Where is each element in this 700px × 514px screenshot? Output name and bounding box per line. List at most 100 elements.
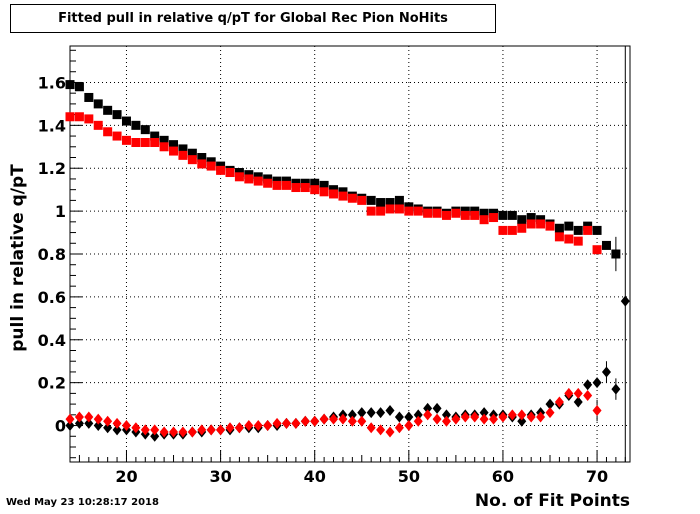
data-point-square bbox=[554, 223, 564, 233]
data-point-diamond bbox=[432, 402, 442, 414]
data-point-diamond bbox=[423, 402, 433, 414]
data-point-square bbox=[300, 183, 310, 193]
data-point-diamond bbox=[93, 413, 103, 425]
data-point-square bbox=[385, 204, 395, 214]
data-point-diamond bbox=[601, 366, 611, 378]
data-point-diamond bbox=[489, 413, 499, 425]
data-point-square bbox=[74, 112, 84, 122]
data-point-square bbox=[140, 137, 150, 147]
data-point-square bbox=[507, 210, 517, 220]
data-point-diamond bbox=[65, 420, 75, 432]
data-point-diamond bbox=[545, 398, 555, 410]
data-point-square bbox=[479, 208, 489, 218]
data-point-square bbox=[84, 114, 94, 124]
data-point-square bbox=[263, 178, 273, 188]
data-point-square bbox=[573, 236, 583, 246]
data-point-square bbox=[234, 172, 244, 182]
data-point-diamond bbox=[291, 417, 301, 429]
data-point-square bbox=[159, 142, 169, 152]
data-point-diamond bbox=[263, 420, 273, 432]
data-point-diamond bbox=[498, 411, 508, 423]
data-point-diamond bbox=[620, 295, 630, 307]
data-point-diamond bbox=[93, 420, 103, 432]
data-point-square bbox=[131, 120, 141, 130]
data-point-diamond bbox=[347, 409, 357, 421]
data-point-square bbox=[385, 198, 395, 208]
data-point-diamond bbox=[517, 415, 527, 427]
data-point-square bbox=[470, 210, 480, 220]
data-point-square bbox=[216, 165, 226, 175]
data-point-diamond bbox=[479, 413, 489, 425]
data-point-square bbox=[112, 131, 122, 141]
data-point-diamond bbox=[310, 415, 320, 427]
chart-title: Fitted pull in relative q/pT for Global … bbox=[10, 4, 496, 33]
data-point-diamond bbox=[526, 411, 536, 423]
data-point-square bbox=[554, 232, 564, 242]
data-point-square bbox=[103, 105, 113, 115]
data-point-square bbox=[197, 153, 207, 163]
data-point-diamond bbox=[84, 417, 94, 429]
data-point-diamond bbox=[366, 407, 376, 419]
data-point-square bbox=[357, 195, 367, 205]
data-point-diamond bbox=[253, 420, 263, 432]
data-point-diamond bbox=[583, 390, 593, 402]
data-point-square bbox=[291, 183, 301, 193]
data-point-square bbox=[366, 195, 376, 205]
data-point-diamond bbox=[300, 415, 310, 427]
x-tick-label: 30 bbox=[209, 467, 231, 486]
data-point-diamond bbox=[131, 422, 141, 434]
data-point-diamond bbox=[413, 415, 423, 427]
data-point-square bbox=[74, 82, 84, 92]
x-axis-label: No. of Fit Points bbox=[474, 491, 630, 511]
data-point-diamond bbox=[470, 411, 480, 423]
data-point-square bbox=[601, 240, 611, 250]
data-point-diamond bbox=[376, 407, 386, 419]
data-point-diamond bbox=[611, 383, 621, 395]
timestamp: Wed May 23 10:28:17 2018 bbox=[6, 497, 159, 508]
data-point-diamond bbox=[234, 422, 244, 434]
data-point-diamond bbox=[150, 424, 160, 436]
data-point-square bbox=[206, 161, 216, 171]
data-point-square bbox=[121, 116, 131, 126]
data-point-square bbox=[84, 92, 94, 102]
data-point-square bbox=[178, 150, 188, 160]
data-point-diamond bbox=[376, 424, 386, 436]
data-point-diamond bbox=[216, 424, 226, 436]
data-point-square bbox=[225, 168, 235, 178]
data-point-diamond bbox=[150, 430, 160, 442]
data-point-diamond bbox=[507, 409, 517, 421]
data-point-diamond bbox=[564, 387, 574, 399]
data-point-square bbox=[178, 144, 188, 154]
data-point-diamond bbox=[357, 407, 367, 419]
data-point-diamond bbox=[441, 415, 451, 427]
y-tick-label: 0.2 bbox=[38, 374, 66, 393]
data-point-diamond bbox=[479, 407, 489, 419]
data-point-square bbox=[131, 137, 141, 147]
y-tick-label: 0.6 bbox=[38, 288, 66, 307]
data-point-square bbox=[93, 120, 103, 130]
data-point-square bbox=[545, 221, 555, 231]
data-point-diamond bbox=[385, 405, 395, 417]
data-point-square bbox=[319, 180, 329, 190]
data-point-diamond bbox=[187, 426, 197, 438]
data-point-square bbox=[253, 176, 263, 186]
data-point-diamond bbox=[244, 420, 254, 432]
y-tick-label: 0.4 bbox=[38, 331, 66, 350]
data-point-diamond bbox=[394, 411, 404, 423]
data-point-diamond bbox=[366, 422, 376, 434]
data-point-diamond bbox=[319, 413, 329, 425]
data-point-square bbox=[479, 215, 489, 225]
axis-tick-labels: 20 30 40 50 60 70 0 0.2 0.4 0.6 0.8 1 1.2 1.4 1.6 bbox=[38, 73, 609, 486]
y-tick-label: 0.8 bbox=[38, 245, 66, 264]
data-point-diamond bbox=[573, 387, 583, 399]
y-tick-label: 1.2 bbox=[38, 159, 66, 178]
data-point-square bbox=[150, 131, 160, 141]
data-point-diamond bbox=[197, 424, 207, 436]
data-point-square bbox=[573, 225, 583, 235]
x-tick-label: 70 bbox=[586, 467, 608, 486]
data-point-diamond bbox=[159, 426, 169, 438]
data-point-square bbox=[65, 112, 75, 122]
data-point-square bbox=[404, 206, 414, 216]
x-tick-label: 20 bbox=[115, 467, 137, 486]
